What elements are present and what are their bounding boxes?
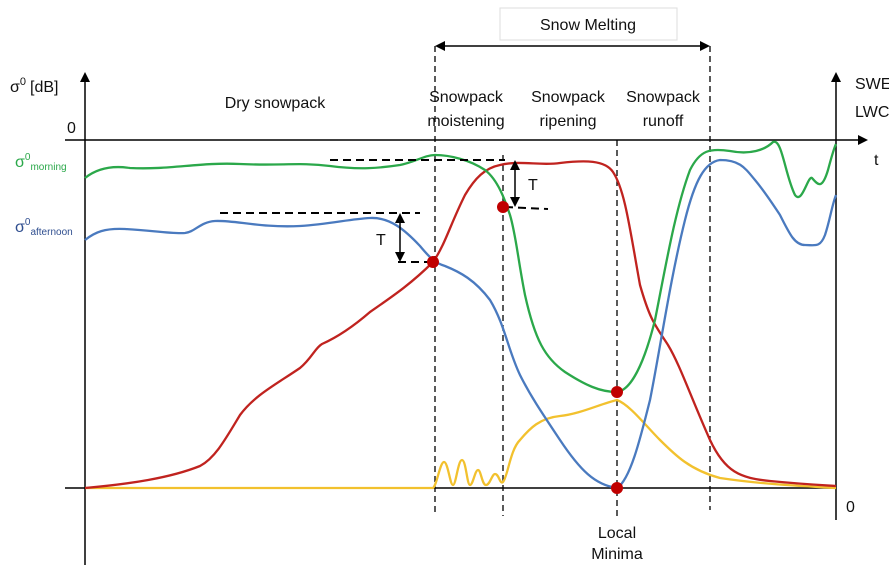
swe-curve xyxy=(84,160,837,490)
time-label: t xyxy=(874,152,879,169)
minima-label: Local xyxy=(598,525,636,542)
morning-label: σ0morning xyxy=(15,152,67,173)
superscript: 0 xyxy=(20,76,26,88)
afternoon-curve xyxy=(84,158,838,490)
right-axis-label: LWC xyxy=(855,104,889,121)
superscript: 0 xyxy=(25,217,31,228)
right-axis-label: SWE xyxy=(855,76,889,93)
title: Snow Melting xyxy=(540,17,636,34)
subscript: afternoon xyxy=(30,227,72,238)
zero-label: 0 xyxy=(846,499,855,516)
point xyxy=(611,482,623,494)
point xyxy=(497,201,509,213)
t-label: T xyxy=(528,177,538,194)
phase-label: Snowpack xyxy=(429,89,504,106)
subscript: morning xyxy=(30,162,66,173)
minima-label: Minima xyxy=(591,546,643,563)
left-axis-label: σ0 [dB] xyxy=(10,76,58,96)
t-label: T xyxy=(376,232,386,249)
point xyxy=(611,386,623,398)
phase-label: moistening xyxy=(427,113,504,130)
phase-label: Dry snowpack xyxy=(225,95,326,112)
symbol: σ xyxy=(15,219,25,236)
symbol: σ xyxy=(10,79,20,96)
symbol: σ xyxy=(15,154,25,171)
phase-label: runoff xyxy=(643,113,684,130)
afternoon-label: σ0afternoon xyxy=(15,217,73,238)
unit: [dB] xyxy=(30,79,58,96)
title-box xyxy=(499,7,678,41)
phase-label: ripening xyxy=(540,113,597,130)
morning-curve xyxy=(84,140,838,394)
phase-label: Snowpack xyxy=(626,89,701,106)
superscript: 0 xyxy=(25,152,31,163)
lwc-curve xyxy=(85,398,837,490)
point xyxy=(427,256,439,268)
phase-label: Snowpack xyxy=(531,89,606,106)
zero-label: 0 xyxy=(67,120,76,137)
reference-line xyxy=(504,206,549,210)
